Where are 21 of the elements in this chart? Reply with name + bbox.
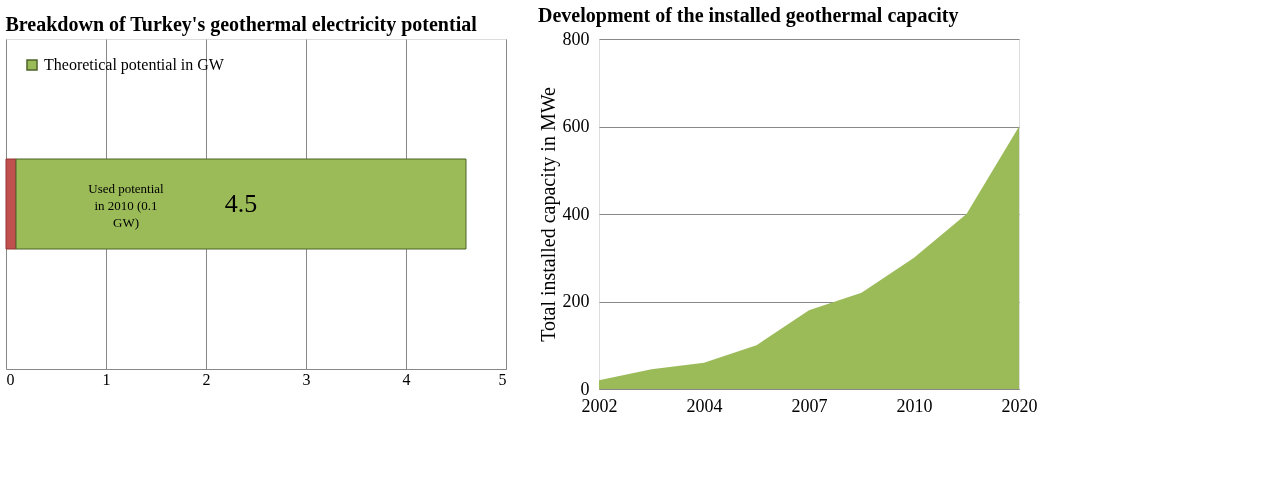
y-tick-label: 400 <box>562 203 590 224</box>
y-tick-label: 800 <box>562 28 590 49</box>
legend-label: Theoretical potential in GW <box>44 56 225 74</box>
x-tick-label: 3 <box>302 370 311 388</box>
y-axis-title: Total installed capacity in MWe <box>536 87 560 342</box>
x-tick-label: 2 <box>202 370 211 388</box>
x-tick-label: 4 <box>402 370 411 388</box>
x-tick-label: 2020 <box>1001 395 1038 416</box>
x-tick-label: 0 <box>6 370 15 388</box>
y-tick-label: 600 <box>562 116 590 136</box>
x-tick-label: 5 <box>498 370 507 388</box>
x-tick-label: 2010 <box>896 395 933 416</box>
x-tick-label: 2002 <box>581 395 618 416</box>
x-tick-label: 2007 <box>791 395 828 416</box>
y-tick-label: 200 <box>562 291 590 311</box>
x-tick-label: 2004 <box>686 395 723 416</box>
data-label: 4.5 <box>224 189 258 218</box>
chart-title: Development of the installed geothermal capacity <box>538 4 959 27</box>
annotation: Used potential in 2010 (0.1 GW) <box>88 181 165 230</box>
chart-title: Breakdown of Turkey's geothermal electricity potential <box>5 13 478 36</box>
x-tick-label: 1 <box>102 370 111 388</box>
